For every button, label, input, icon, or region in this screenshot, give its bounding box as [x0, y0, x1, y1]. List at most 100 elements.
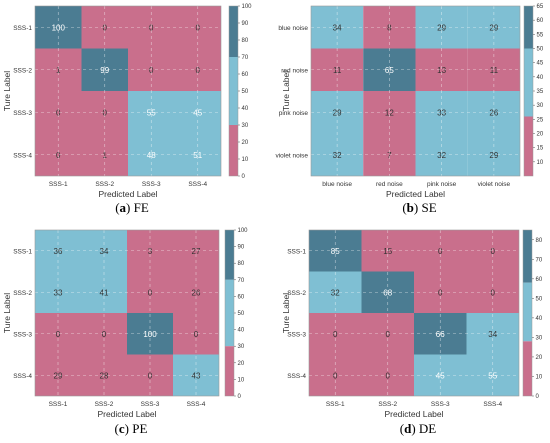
colorbar-tick-label: 25 — [537, 117, 544, 123]
colorbar-tick-label: 70 — [536, 257, 543, 263]
colorbar-frame — [522, 229, 533, 397]
cell-value-label: 48 — [147, 151, 156, 160]
x-tick-label: blue noise — [322, 181, 352, 188]
colorbar-segment-high — [523, 230, 532, 283]
colorbar-tick-label: 60 — [536, 277, 543, 283]
cell-value-label: 99 — [100, 66, 109, 75]
caption-letter: d — [404, 421, 412, 436]
colorbar-tick-label: 50 — [537, 47, 544, 53]
colorbar-tick-label: 0 — [536, 394, 540, 400]
colorbar-tick-label: 50 — [242, 89, 249, 95]
plot-frame — [310, 5, 521, 177]
panel-caption: (c) PE — [115, 421, 148, 436]
cell-value-label: 29 — [333, 108, 342, 117]
colorbar-tick-label: 40 — [238, 328, 245, 334]
plot-frame — [34, 5, 222, 177]
x-axis-label: Predicted Label — [98, 189, 157, 199]
cell-value-label: 0 — [196, 66, 201, 75]
panel-caption: (a) FE — [115, 200, 149, 215]
colorbar-tick-label: 40 — [536, 316, 543, 322]
cell-value-label: 32 — [437, 151, 446, 160]
y-tick-label: violet noise — [275, 152, 308, 159]
colorbar-tick-label: 100 — [242, 4, 253, 10]
colorbar-segment-high — [229, 6, 238, 57]
x-tick-label: SSS-3 — [142, 181, 161, 188]
colorbar-tick-label: 50 — [536, 296, 543, 302]
colorbar: 0 10 20 30 40 50 60 70 80 90 100 — [228, 4, 253, 180]
colorbar-segment-mid — [225, 279, 234, 347]
colorbar-tick-label: 60 — [238, 294, 245, 300]
cell-value-label: 15 — [383, 247, 392, 256]
cell-value-label: 100 — [52, 23, 66, 32]
caption-letter: c — [119, 421, 125, 436]
colorbar-tick-label: 20 — [537, 132, 544, 138]
x-tick-label: SSS-4 — [187, 401, 206, 408]
colorbar-segment-high — [524, 6, 533, 49]
cell-value-label: 34 — [100, 247, 109, 256]
x-tick-label: SSS-2 — [95, 181, 114, 188]
y-tick-label: SSS-2 — [287, 290, 306, 297]
cell-value-label: 0 — [56, 151, 61, 160]
x-tick-label: SSS-1 — [49, 181, 68, 188]
colorbar-tick-label: 10 — [536, 374, 543, 380]
y-tick-label: SSS-2 — [13, 290, 32, 297]
colorbar-tick-label: 35 — [537, 89, 544, 95]
y-axis-label: Ture Label — [2, 71, 12, 111]
cell-value-label: 55 — [147, 108, 156, 117]
y-tick-label: red noise — [281, 67, 308, 74]
x-tick-label: pink noise — [427, 181, 457, 188]
colorbar-tick-label: 50 — [238, 311, 245, 317]
colorbar-tick-label: 10 — [238, 377, 245, 383]
x-axis-label: Predicted Label — [97, 409, 156, 419]
cell-value-label: 33 — [437, 108, 446, 117]
y-tick-label: blue noise — [278, 25, 308, 32]
y-tick-label: pink noise — [279, 110, 309, 117]
y-tick-label: SSS-2 — [13, 67, 32, 74]
colorbar-tick-label: 20 — [238, 361, 245, 367]
y-tick-label: SSS-4 — [287, 373, 306, 380]
cell-value-label: 0 — [149, 23, 154, 32]
cell-value-label: 0 — [491, 247, 496, 256]
cell-value-label: 34 — [333, 23, 342, 32]
cell-value-label: 0 — [196, 23, 201, 32]
colorbar-tick-label: 20 — [242, 140, 249, 146]
colorbar-tick-label: 90 — [242, 21, 249, 27]
cell-value-label: 0 — [56, 108, 61, 117]
y-axis-label: Ture Label — [281, 293, 291, 333]
caption-text: PE — [132, 421, 147, 436]
colorbar-tick-label: 90 — [238, 245, 245, 251]
colorbar: 0 10 20 30 40 50 60 70 80 90 100 — [224, 228, 248, 400]
colorbar: 0 10 20 30 40 50 60 70 80 — [522, 229, 543, 400]
x-tick-label: SSS-4 — [483, 401, 502, 408]
heatmap-panel-3: 363432733410260010002928043SSS-1SSS-2SSS… — [2, 228, 248, 436]
caption-letter: b — [407, 200, 414, 215]
colorbar-tick-label: 65 — [537, 4, 544, 10]
colorbar-tick-label: 60 — [537, 18, 544, 24]
cell-value-label: 13 — [437, 66, 446, 75]
y-tick-label: SSS-4 — [13, 373, 32, 380]
panel-caption: (d) DE — [400, 421, 437, 436]
y-tick-label: SSS-1 — [13, 25, 32, 32]
colorbar-tick-label: 30 — [242, 123, 249, 129]
colorbar-tick-label: 80 — [536, 238, 543, 244]
colorbar-tick-label: 60 — [242, 72, 249, 78]
colorbar-tick-label: 55 — [537, 32, 544, 38]
caption-text: DE — [419, 421, 436, 436]
cell-value-label: 26 — [489, 108, 498, 117]
caption-text: SE — [422, 200, 437, 215]
colorbar-tick-label: 0 — [238, 394, 242, 400]
colorbar-tick-label: 30 — [536, 335, 543, 341]
y-tick-label: SSS-1 — [13, 248, 32, 255]
cell-value-label: 11 — [490, 66, 499, 75]
cell-value-label: 51 — [193, 151, 202, 160]
panel-caption: (b) SE — [402, 200, 436, 215]
y-axis-label: Ture Label — [2, 293, 12, 333]
caption-text: FE — [134, 200, 149, 215]
x-tick-label: SSS-1 — [49, 401, 68, 408]
colorbar-tick-label: 70 — [242, 55, 249, 61]
cell-value-label: 65 — [385, 66, 394, 75]
x-tick-label: red noise — [376, 181, 403, 188]
heatmap-panel-4: 851500326800006634004555SSS-1SSS-2SSS-3S… — [281, 229, 543, 436]
